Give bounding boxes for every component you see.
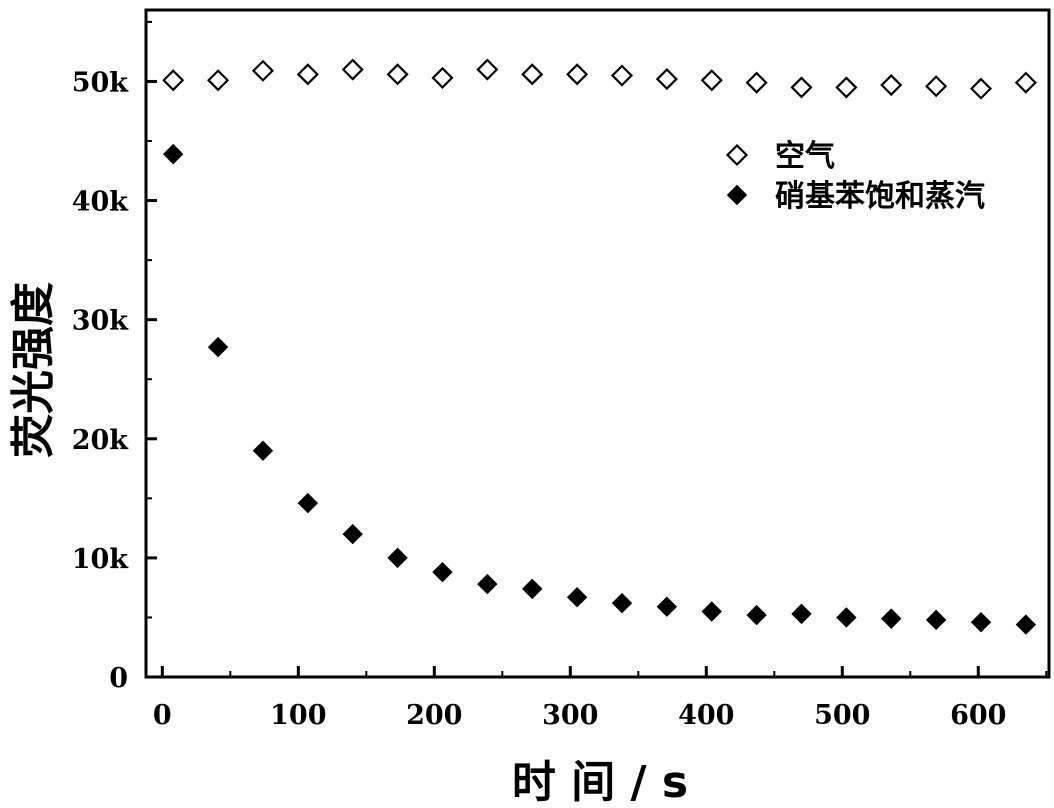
- ticks: [146, 20, 1048, 679]
- data-point-nitrobenzene: [925, 609, 947, 631]
- data-point-nitrobenzene: [836, 607, 857, 628]
- y-tick-label: 10k: [72, 544, 130, 575]
- data-point-air: [566, 63, 589, 86]
- data-point-nitrobenzene: [791, 603, 812, 625]
- x-tick-label: 0: [153, 700, 172, 731]
- data-point-nitrobenzene: [207, 336, 229, 358]
- data-point-nitrobenzene: [566, 586, 588, 608]
- x-tick-label: 100: [270, 700, 326, 731]
- data-point-air: [1014, 71, 1037, 94]
- legend-markers: [725, 143, 749, 206]
- data-point-nitrobenzene: [522, 578, 543, 600]
- y-tick-label: 40k: [72, 187, 130, 218]
- data-point-nitrobenzene: [342, 523, 363, 545]
- data-point-air: [835, 76, 858, 99]
- y-tick-label: 20k: [72, 425, 130, 456]
- data-point-nitrobenzene: [162, 143, 184, 165]
- data-point-air: [341, 58, 364, 81]
- data-point-nitrobenzene: [297, 492, 319, 514]
- data-points: [162, 58, 1037, 635]
- data-point-air: [162, 69, 185, 92]
- data-point-nitrobenzene: [701, 601, 722, 622]
- data-point-air: [386, 63, 409, 86]
- data-point-air: [880, 73, 903, 97]
- data-point-nitrobenzene: [252, 440, 274, 461]
- legend: 空气 硝基苯饱和蒸汽: [725, 139, 985, 214]
- y-axis-title: 荧光强度: [8, 282, 59, 458]
- data-point-nitrobenzene: [611, 592, 633, 614]
- legend-label-nitrobenzene: 硝基苯饱和蒸汽: [775, 179, 985, 214]
- data-point-nitrobenzene: [477, 573, 498, 595]
- data-point-nitrobenzene: [746, 604, 767, 626]
- plot-frame: [144, 8, 1051, 679]
- data-point-air: [700, 69, 723, 92]
- legend-marker-air: [725, 143, 749, 167]
- data-point-air: [610, 64, 634, 87]
- legend-marker-nitrobenzene: [726, 184, 748, 206]
- data-point-air: [251, 59, 275, 82]
- data-point-air: [655, 68, 678, 91]
- y-tick-label: 30k: [72, 306, 130, 337]
- data-point-nitrobenzene: [432, 561, 453, 583]
- data-point-air: [476, 58, 499, 81]
- data-point-air: [969, 77, 993, 100]
- y-tick-label: 0: [109, 663, 128, 694]
- y-tick-label: 50k: [72, 67, 130, 98]
- data-point-air: [925, 75, 948, 98]
- x-tick-label: 400: [678, 700, 734, 731]
- data-point-air: [207, 69, 230, 92]
- data-point-nitrobenzene: [387, 547, 408, 569]
- data-point-nitrobenzene: [1015, 614, 1037, 635]
- data-point-air: [296, 63, 319, 86]
- data-point-air: [745, 71, 768, 94]
- legend-label-air: 空气: [775, 139, 835, 174]
- x-tick-label: 500: [814, 700, 870, 731]
- data-point-air: [521, 63, 544, 86]
- data-point-nitrobenzene: [656, 596, 678, 617]
- x-axis-title: 时 间 / s: [512, 757, 688, 808]
- data-point-air: [790, 76, 813, 99]
- data-point-air: [431, 66, 454, 89]
- data-point-nitrobenzene: [970, 612, 992, 633]
- x-tick-label: 300: [542, 700, 598, 731]
- x-tick-label: 200: [406, 700, 462, 731]
- tick-labels: 0 100 200 300 400 500 600 0 10k 20k 30k 40k 50k: [72, 67, 1007, 731]
- x-tick-label: 600: [950, 700, 1006, 731]
- data-point-nitrobenzene: [881, 608, 902, 629]
